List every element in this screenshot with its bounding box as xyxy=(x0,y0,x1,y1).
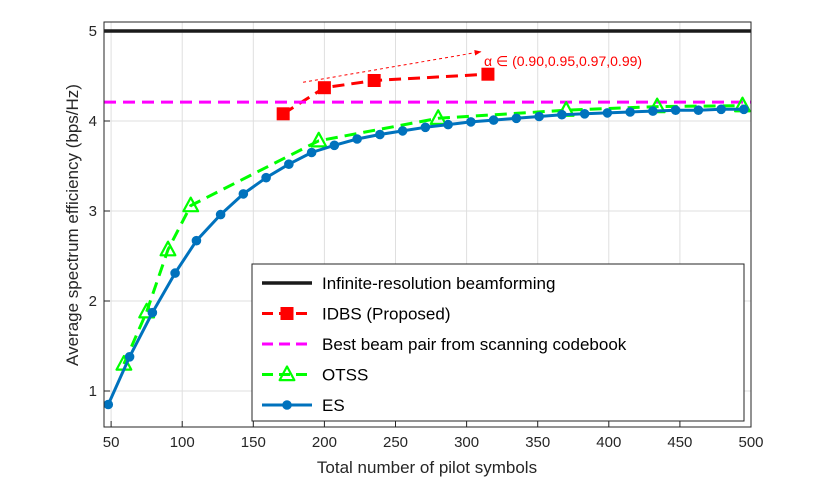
y-tick-label: 4 xyxy=(89,113,97,130)
annotation: α ∈ (0.90,0.95,0.97,0.99) xyxy=(302,50,642,83)
x-tick-label: 300 xyxy=(454,434,479,451)
x-tick-label: 200 xyxy=(312,434,337,451)
legend-item: ES xyxy=(262,396,345,415)
annotation-arrow xyxy=(302,50,482,83)
legend-label: OTSS xyxy=(322,366,368,385)
data-point xyxy=(317,81,331,95)
x-tick-label: 100 xyxy=(170,434,195,451)
data-point xyxy=(147,307,158,318)
data-point xyxy=(159,240,177,257)
x-tick-label: 150 xyxy=(241,434,266,451)
y-tick-label: 2 xyxy=(89,293,97,310)
legend-marker xyxy=(280,307,294,320)
data-point xyxy=(329,140,340,151)
data-point xyxy=(625,107,635,117)
data-point xyxy=(420,122,431,133)
data-point xyxy=(602,108,613,118)
data-point xyxy=(557,109,567,120)
data-point xyxy=(693,105,704,115)
legend-item: OTSS xyxy=(262,365,368,385)
data-point xyxy=(488,115,499,125)
data-point xyxy=(306,147,317,158)
legend-marker xyxy=(278,365,296,382)
data-point xyxy=(310,131,328,148)
y-axis-label: Average spectrum efficiency (bps/Hz) xyxy=(63,84,82,366)
legend-label: ES xyxy=(322,396,345,415)
x-tick-label: 50 xyxy=(103,434,120,451)
data-point xyxy=(534,111,544,122)
data-point xyxy=(579,109,590,119)
x-tick-label: 400 xyxy=(596,434,621,451)
legend-label: Infinite-resolution beamforming xyxy=(322,274,555,293)
x-tick-label: 350 xyxy=(525,434,550,451)
ticks: 50 100 150 200 250 300 350 400 450 500 1 2 3 4 5 xyxy=(89,23,764,451)
y-tick-label: 3 xyxy=(89,203,97,220)
legend-item: IDBS (Proposed) xyxy=(262,305,451,324)
data-point xyxy=(511,113,522,124)
legend: Infinite-resolution beamforming IDBS (Pro… xyxy=(251,263,745,422)
data-point xyxy=(670,105,681,115)
data-point xyxy=(397,126,408,136)
data-point xyxy=(352,134,362,144)
plot-frame xyxy=(103,21,752,428)
data-point xyxy=(215,209,226,220)
data-point xyxy=(375,129,385,140)
data-point xyxy=(648,106,658,116)
data-point xyxy=(284,159,294,169)
x-tick-label: 500 xyxy=(738,434,763,451)
data-point xyxy=(182,196,200,213)
data-point xyxy=(716,104,726,115)
data-point xyxy=(124,352,135,362)
data-point xyxy=(238,189,249,199)
data-point xyxy=(276,107,290,121)
x-axis-label: Total number of pilot symbols xyxy=(317,458,537,477)
series-4 xyxy=(103,104,749,410)
data-point xyxy=(191,235,202,246)
legend-label: Best beam pair from scanning codebook xyxy=(322,335,627,354)
annotation-text: α ∈ (0.90,0.95,0.97,0.99) xyxy=(484,53,642,69)
data-point xyxy=(739,104,749,115)
data-point xyxy=(261,172,271,183)
data-point xyxy=(170,268,180,278)
data-point xyxy=(429,109,447,126)
y-tick-label: 5 xyxy=(89,23,97,40)
data-point xyxy=(443,119,453,130)
series-layer xyxy=(103,29,751,410)
series-line xyxy=(122,104,743,365)
data-point xyxy=(466,117,476,127)
x-tick-label: 250 xyxy=(383,434,408,451)
legend-item: Best beam pair from scanning codebook xyxy=(262,335,627,354)
data-point xyxy=(481,67,495,81)
data-point xyxy=(367,74,381,87)
y-tick-label: 1 xyxy=(89,383,97,400)
legend-box xyxy=(251,263,745,422)
x-tick-label: 450 xyxy=(667,434,692,451)
data-point xyxy=(103,399,114,410)
legend-label: IDBS (Proposed) xyxy=(322,305,451,324)
legend-marker xyxy=(282,400,292,410)
legend-item: Infinite-resolution beamforming xyxy=(262,274,555,293)
